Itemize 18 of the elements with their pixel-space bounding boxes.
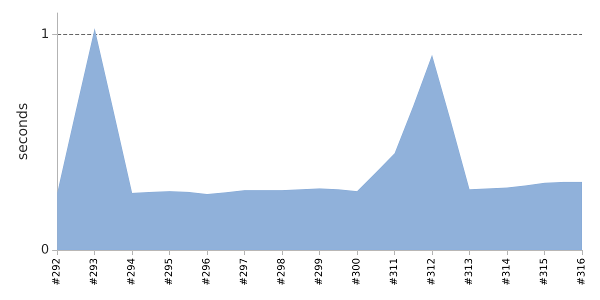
y-axis-title: seconds bbox=[15, 102, 31, 160]
x-tick-label: #297 bbox=[239, 258, 250, 286]
x-tick-label: #312 bbox=[426, 258, 438, 286]
x-tick-label: #300 bbox=[352, 258, 363, 286]
x-tick-label: #314 bbox=[502, 258, 513, 286]
x-tick-label: #316 bbox=[576, 258, 588, 286]
x-tick-label: #292 bbox=[52, 258, 63, 286]
x-tick-label: #311 bbox=[389, 258, 400, 286]
x-tick-label: #295 bbox=[164, 258, 176, 286]
x-tick-label: #299 bbox=[314, 258, 326, 286]
y-tick-label: 1 bbox=[40, 27, 50, 42]
x-tick-label: #296 bbox=[202, 258, 213, 286]
x-tick-label: #293 bbox=[89, 258, 100, 286]
x-tick-label: #313 bbox=[464, 258, 476, 286]
x-tick-label: #315 bbox=[539, 258, 550, 286]
x-tick-label: #294 bbox=[126, 258, 138, 286]
x-tick-label: #298 bbox=[276, 258, 288, 286]
y-tick-label: 0 bbox=[40, 242, 50, 258]
